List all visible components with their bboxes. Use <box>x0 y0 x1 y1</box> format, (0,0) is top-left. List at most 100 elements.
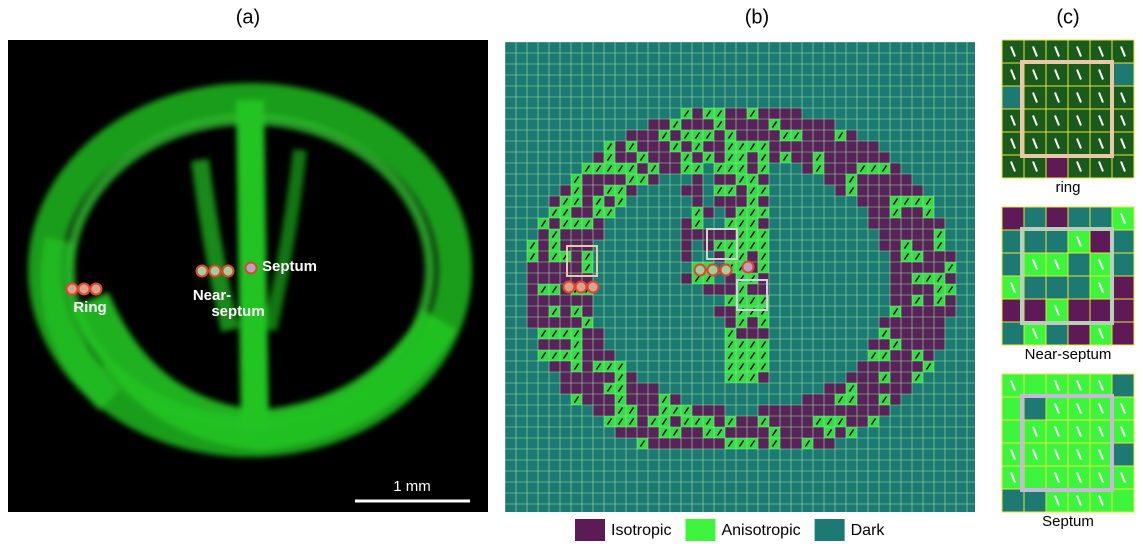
cell <box>890 251 901 262</box>
inset-cell <box>1112 63 1134 86</box>
cell <box>626 394 637 405</box>
cell <box>637 141 648 152</box>
cell <box>846 372 857 383</box>
cell <box>934 339 945 350</box>
cell <box>912 361 923 372</box>
cell <box>901 174 912 185</box>
cell <box>593 405 604 416</box>
cell <box>890 328 901 339</box>
marker-label: Septum <box>262 258 317 275</box>
cell <box>736 427 747 438</box>
cell <box>714 306 725 317</box>
cell <box>901 339 912 350</box>
cell <box>923 306 934 317</box>
cell <box>835 185 846 196</box>
cell <box>769 108 780 119</box>
cell <box>857 394 868 405</box>
inset-cell <box>1046 230 1068 253</box>
marker <box>210 266 221 277</box>
cell <box>604 174 615 185</box>
cell <box>593 152 604 163</box>
cell <box>593 229 604 240</box>
cell <box>593 394 604 405</box>
cell <box>835 405 846 416</box>
cell <box>549 361 560 372</box>
cell <box>879 185 890 196</box>
cell <box>582 229 593 240</box>
cell <box>791 427 802 438</box>
cell <box>560 306 571 317</box>
cell <box>934 317 945 328</box>
cell <box>791 152 802 163</box>
inset-caption: Septum <box>1042 513 1094 530</box>
cell <box>769 141 780 152</box>
cell <box>901 361 912 372</box>
cell <box>901 328 912 339</box>
cell <box>582 174 593 185</box>
cell <box>571 251 582 262</box>
cell <box>890 372 901 383</box>
cell <box>626 152 637 163</box>
marker <box>79 284 90 295</box>
cell <box>912 339 923 350</box>
cell <box>736 108 747 119</box>
cell <box>901 306 912 317</box>
marker-label: septum <box>211 303 264 320</box>
cell <box>769 130 780 141</box>
cell <box>846 152 857 163</box>
cell <box>824 438 835 449</box>
cell <box>879 240 890 251</box>
cell <box>615 141 626 152</box>
cell <box>593 174 604 185</box>
cell <box>747 328 758 339</box>
cell <box>791 108 802 119</box>
cell <box>802 405 813 416</box>
cell <box>648 438 659 449</box>
cell <box>681 240 692 251</box>
cell <box>549 317 560 328</box>
cell <box>890 317 901 328</box>
inset-cell <box>1090 230 1112 253</box>
cell <box>901 218 912 229</box>
cell <box>835 163 846 174</box>
cell <box>923 339 934 350</box>
cell <box>692 229 703 240</box>
cell <box>604 394 615 405</box>
cell <box>637 383 648 394</box>
cell <box>835 141 846 152</box>
cell <box>780 405 791 416</box>
cell <box>560 229 571 240</box>
cell <box>538 240 549 251</box>
inset-cell <box>1112 322 1134 345</box>
cell <box>890 163 901 174</box>
cell <box>901 317 912 328</box>
inset-cell <box>1112 443 1134 466</box>
cell <box>824 174 835 185</box>
cell <box>703 240 714 251</box>
cell <box>934 306 945 317</box>
cell <box>791 141 802 152</box>
cell <box>868 152 879 163</box>
cell <box>912 185 923 196</box>
cell <box>659 163 670 174</box>
cell <box>813 394 824 405</box>
cell <box>934 262 945 273</box>
cell <box>637 427 648 438</box>
cell <box>670 152 681 163</box>
cell <box>879 174 890 185</box>
cell <box>890 218 901 229</box>
cell <box>945 251 956 262</box>
cell <box>780 108 791 119</box>
cell <box>868 196 879 207</box>
cell <box>769 416 780 427</box>
cell <box>560 383 571 394</box>
cell <box>604 196 615 207</box>
cell <box>890 350 901 361</box>
cell <box>901 185 912 196</box>
cell <box>758 438 769 449</box>
panel-label: (b) <box>745 6 769 28</box>
cell <box>813 119 824 130</box>
cell <box>879 229 890 240</box>
cell <box>637 130 648 141</box>
cell <box>670 394 681 405</box>
